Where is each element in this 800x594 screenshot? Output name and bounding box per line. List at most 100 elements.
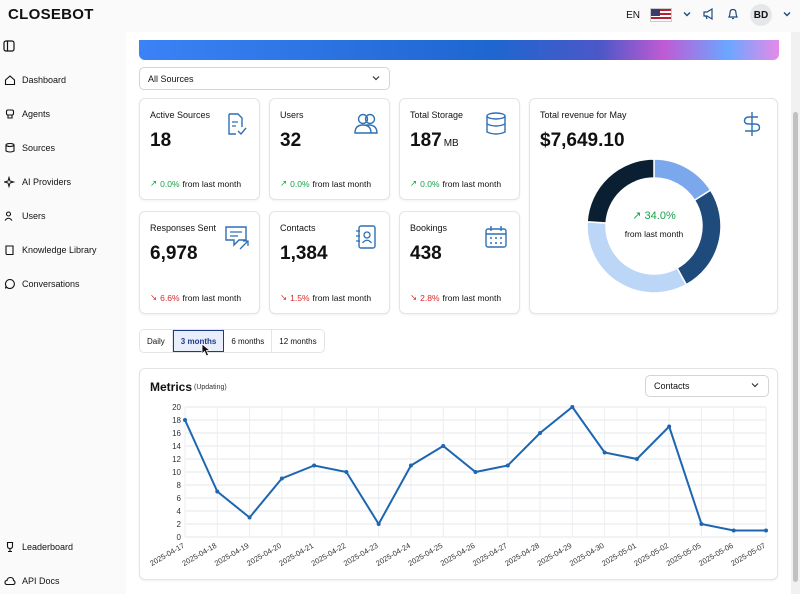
users-icon — [4, 210, 16, 222]
metric-select[interactable]: Contacts — [645, 375, 769, 397]
sidebar-item-users[interactable]: Users — [0, 210, 46, 222]
data-point[interactable] — [441, 444, 446, 448]
megaphone-icon[interactable] — [702, 7, 716, 24]
data-point[interactable] — [408, 463, 413, 468]
x-tick-label: 2025-04-26 — [439, 541, 477, 568]
data-point[interactable] — [570, 405, 575, 409]
tab-6-months[interactable]: 6 months — [224, 330, 273, 352]
data-point[interactable] — [667, 424, 672, 429]
data-point[interactable] — [602, 450, 607, 455]
data-point[interactable] — [312, 463, 317, 468]
trend-down-icon: ↘ — [150, 292, 158, 302]
sidebar-item-label: Agents — [22, 109, 51, 119]
metrics-line-chart: 024681012141618202025-04-172025-04-18202… — [148, 403, 768, 568]
card-change: 6.6% — [160, 292, 180, 303]
data-point[interactable] — [634, 457, 639, 461]
card-value-unit: MB — [443, 138, 459, 149]
x-tick-label: 2025-05-05 — [665, 541, 703, 568]
card-bookings: Bookings 438 ↘ 2.8% from last month — [399, 211, 520, 314]
language-code[interactable]: EN — [626, 9, 640, 21]
card-contacts: Contacts 1,384 ↘ 1.5% from last month — [269, 211, 390, 314]
y-tick-label: 2 — [177, 520, 182, 529]
data-point[interactable] — [376, 522, 381, 526]
card-title: Total Storage — [410, 110, 464, 120]
data-point[interactable] — [183, 418, 187, 422]
data-point[interactable] — [764, 528, 768, 533]
calendar-icon — [485, 226, 507, 248]
y-tick-label: 20 — [172, 403, 181, 412]
y-tick-label: 0 — [177, 533, 182, 542]
tab-label: 3 months — [180, 336, 217, 346]
sidebar-item-leaderboard[interactable]: Leaderboard — [0, 541, 73, 553]
data-point[interactable] — [731, 528, 736, 533]
card-total-revenue: Total revenue for May $7,649.10 ↗ 34.0% … — [529, 98, 778, 314]
data-point[interactable] — [538, 431, 543, 435]
sidebar-item-ai-providers[interactable]: AI Providers — [0, 176, 71, 188]
y-tick-label: 14 — [172, 442, 181, 451]
card-value: 6,978 — [150, 243, 198, 264]
data-point[interactable] — [215, 489, 220, 494]
robot-icon — [4, 108, 16, 120]
sidebar-item-conversations[interactable]: Conversations — [0, 278, 80, 290]
trend-up-icon: ↗ — [410, 178, 418, 188]
sidebar-item-label: Leaderboard — [22, 542, 74, 552]
chevron-down-icon[interactable] — [682, 9, 692, 22]
x-tick-label: 2025-04-28 — [503, 541, 541, 568]
sidebar-item-agents[interactable]: Agents — [0, 108, 50, 120]
scrollbar-thumb[interactable] — [793, 112, 798, 582]
y-tick-label: 12 — [172, 455, 181, 464]
sidebar-item-label: API Docs — [22, 576, 60, 586]
users-icon — [354, 113, 378, 134]
card-change-text: from last month — [312, 292, 372, 303]
sidebar-item-label: Users — [22, 211, 46, 221]
revenue-donut-chart — [586, 158, 722, 294]
card-value-number: 187 — [410, 130, 442, 151]
tab-3-months[interactable]: 3 months — [172, 330, 225, 352]
avatar[interactable]: BD — [750, 4, 772, 26]
y-tick-label: 8 — [177, 481, 182, 490]
sidebar-item-label: Dashboard — [22, 75, 67, 85]
source-select[interactable]: All Sources — [139, 67, 390, 90]
app-logo[interactable]: CLOSEBOT — [8, 6, 94, 23]
card-change-text: from last month — [182, 178, 242, 189]
sidebar-item-knowledge-library[interactable]: Knowledge Library — [0, 244, 97, 256]
card-title: Bookings — [410, 223, 448, 233]
x-tick-label: 2025-05-06 — [697, 541, 735, 568]
us-flag-icon[interactable] — [650, 8, 672, 22]
sidebar-item-api-docs[interactable]: API Docs — [0, 575, 60, 587]
revenue-change-value: 34.0% — [644, 210, 676, 222]
tab-label: 12 months — [279, 336, 317, 346]
card-title: Total revenue for May — [540, 110, 627, 120]
database-icon — [486, 112, 506, 135]
sidebar-toggle-icon[interactable] — [3, 40, 15, 55]
x-tick-label: 2025-04-23 — [342, 541, 380, 568]
message-send-icon — [225, 226, 249, 250]
tab-12-months[interactable]: 12 months — [272, 330, 323, 352]
sidebar-item-dashboard[interactable]: Dashboard — [0, 74, 66, 86]
y-tick-label: 18 — [172, 416, 181, 425]
chevron-down-icon[interactable] — [782, 9, 792, 22]
data-point[interactable] — [505, 463, 510, 468]
y-tick-label: 4 — [177, 507, 182, 516]
card-change: 0.0% — [160, 178, 180, 189]
x-tick-label: 2025-04-29 — [536, 541, 574, 568]
donut-slice[interactable] — [653, 158, 712, 202]
data-point[interactable] — [473, 470, 478, 474]
card-change: 2.8% — [420, 292, 440, 303]
data-point[interactable] — [247, 515, 252, 520]
card-change-text: from last month — [312, 178, 372, 189]
x-tick-label: 2025-04-17 — [148, 541, 186, 568]
data-point[interactable] — [699, 522, 704, 526]
hero-banner — [139, 40, 779, 60]
x-tick-label: 2025-04-19 — [213, 541, 251, 568]
sparkles-icon — [4, 176, 16, 188]
data-point[interactable] — [279, 476, 284, 481]
donut-slice[interactable] — [586, 158, 655, 224]
data-point[interactable] — [344, 470, 349, 474]
x-tick-label: 2025-04-18 — [181, 541, 219, 568]
sidebar-item-sources[interactable]: Sources — [0, 142, 55, 154]
bell-icon[interactable] — [726, 7, 740, 24]
metrics-card: Metrics (Updating) Contacts 0 2 4 6 8 10 12 14 1… — [139, 368, 778, 580]
y-tick-label: 16 — [172, 429, 181, 438]
tab-daily[interactable]: Daily — [140, 330, 173, 352]
